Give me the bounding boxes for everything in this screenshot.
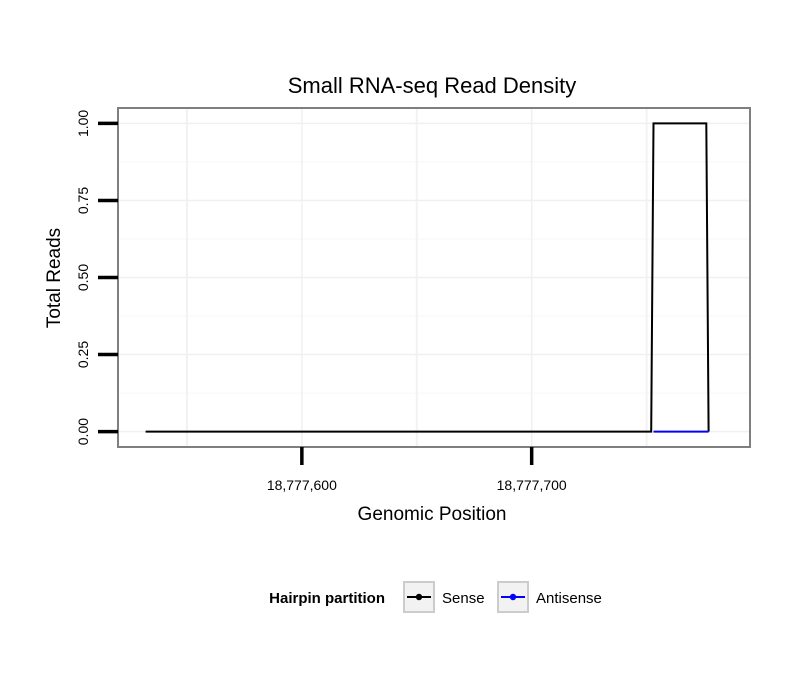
- x-axis-title: Genomic Position: [358, 504, 507, 525]
- legend-item-sense: Sense: [403, 581, 485, 613]
- legend-item-antisense: Antisense: [497, 581, 602, 613]
- legend-title: Hairpin partition: [269, 590, 385, 607]
- legend-point-antisense: [509, 593, 517, 601]
- legend-label-antisense: Antisense: [536, 590, 602, 607]
- chart-title: Small RNA-seq Read Density: [288, 73, 577, 98]
- x-tick-label: 18,777,700: [497, 477, 567, 493]
- y-tick-label: 0.75: [75, 187, 91, 214]
- legend: Hairpin partition Sense Antisense: [269, 581, 602, 613]
- y-tick-label: 0.00: [75, 418, 91, 445]
- x-tick-label: 18,777,600: [267, 477, 337, 493]
- legend-point-sense: [415, 593, 423, 601]
- y-tick-label: 0.50: [75, 264, 91, 291]
- grid-lines: [118, 108, 750, 447]
- y-axis-title: Total Reads: [44, 228, 65, 328]
- series-layer: [145, 122, 710, 433]
- x-axis: 18,777,600 18,777,700: [267, 447, 567, 493]
- y-tick-label: 1.00: [75, 110, 91, 137]
- legend-label-sense: Sense: [442, 590, 485, 607]
- y-axis: 0.00 0.25 0.50 0.75 1.00: [75, 110, 118, 445]
- y-tick-label: 0.25: [75, 341, 91, 368]
- series-line-sense: [145, 122, 710, 433]
